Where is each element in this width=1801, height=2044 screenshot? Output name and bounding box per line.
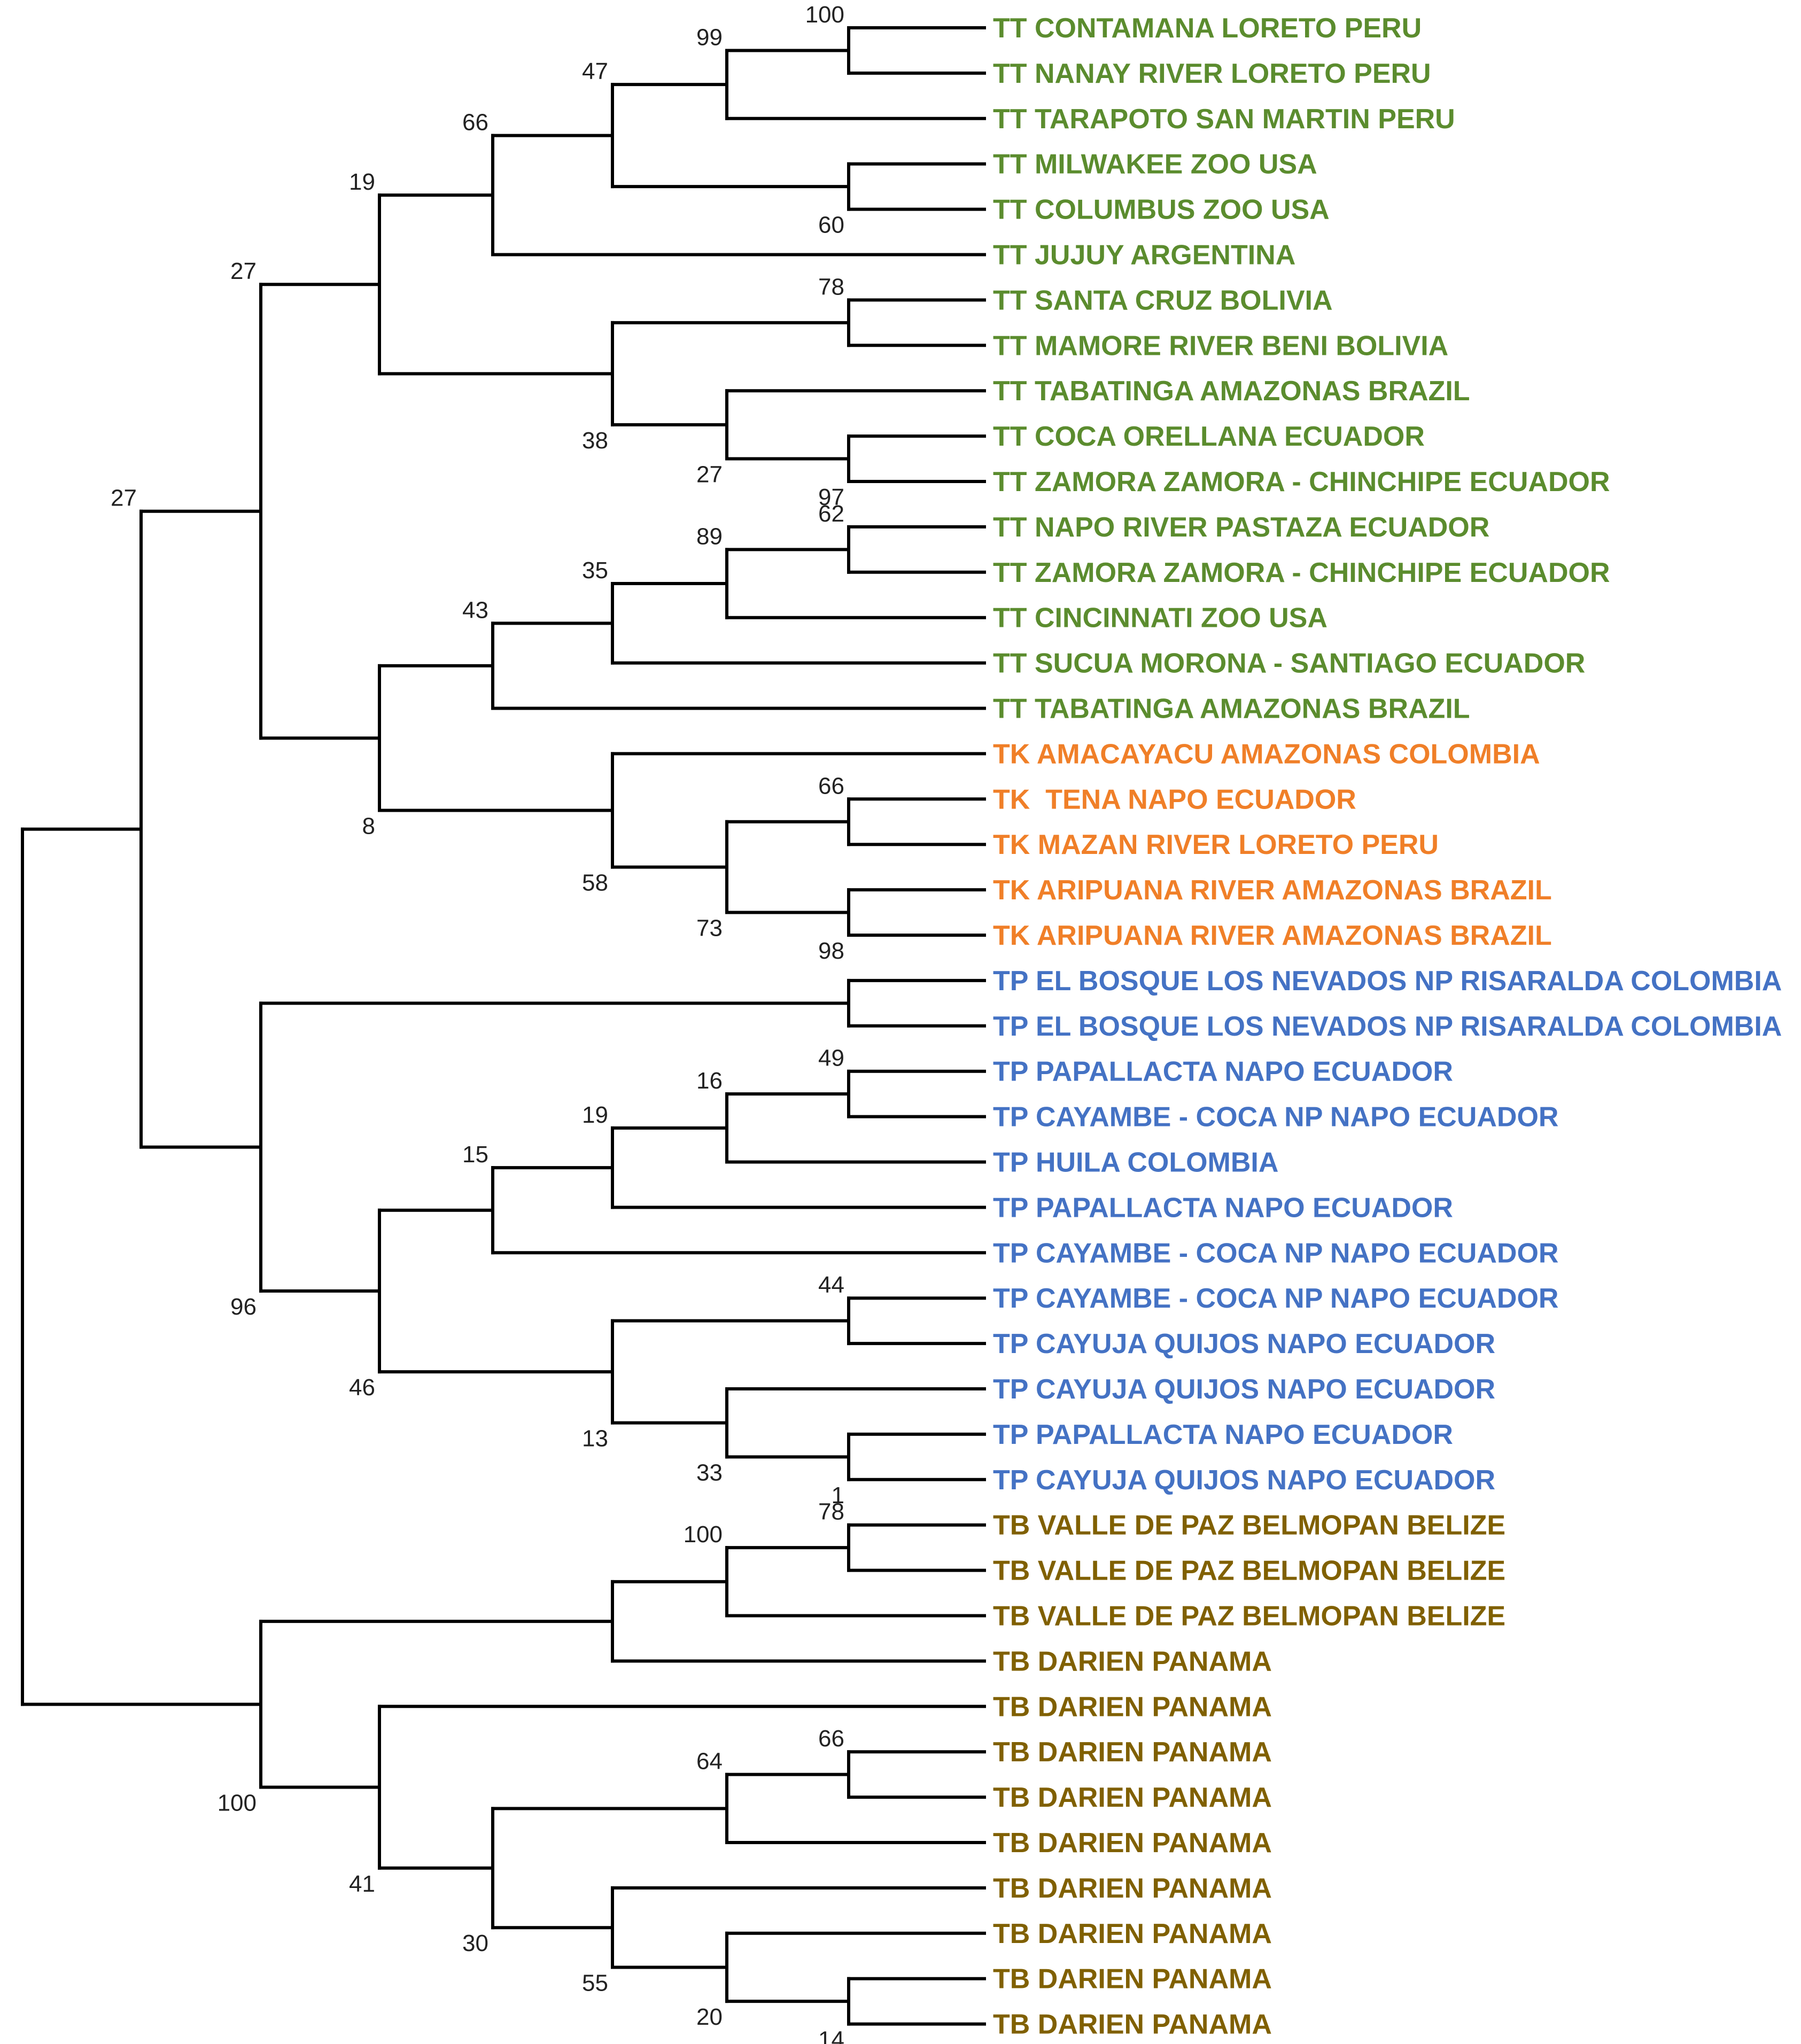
- taxon-label: TP CAYAMBE - COCA NP NAPO ECUADOR: [993, 1102, 1558, 1133]
- taxon-label: TB DARIEN PANAMA: [993, 1918, 1272, 1949]
- bootstrap-value: 27: [696, 462, 723, 488]
- bootstrap-values: 100 99 60 47 66 78 97 27 38 19 62 89 35 43 66 98 73 58 8 27…: [111, 2, 844, 2044]
- bootstrap-value: 44: [818, 1272, 844, 1298]
- bootstrap-value: 97: [818, 484, 844, 510]
- bootstrap-value: 100: [805, 2, 844, 28]
- taxon-label: TP CAYUJA QUIJOS NAPO ECUADOR: [993, 1465, 1495, 1496]
- taxon-label: TK MAZAN RIVER LORETO PERU: [993, 829, 1439, 860]
- taxon-label: TT SANTA CRUZ BOLIVIA: [993, 285, 1333, 316]
- bootstrap-value: 16: [696, 1068, 723, 1094]
- taxon-label: TT COCA ORELLANA ECUADOR: [993, 421, 1425, 452]
- bootstrap-value: 58: [582, 870, 608, 896]
- bootstrap-value: 41: [349, 1871, 375, 1897]
- taxon-label: TT NAPO RIVER PASTAZA ECUADOR: [993, 512, 1489, 543]
- tree-branches: [21, 26, 986, 2026]
- taxon-label: TB DARIEN PANAMA: [993, 1737, 1272, 1768]
- bootstrap-value: 49: [818, 1045, 844, 1071]
- bootstrap-value: 27: [230, 258, 257, 284]
- taxon-label: TP HUILA COLOMBIA: [993, 1147, 1278, 1178]
- bootstrap-value: 15: [462, 1141, 488, 1168]
- bootstrap-value: 19: [349, 169, 375, 195]
- bootstrap-value: 19: [582, 1102, 608, 1128]
- taxon-label: TK ARIPUANA RIVER AMAZONAS BRAZIL: [993, 920, 1552, 951]
- bootstrap-value: 27: [111, 485, 137, 511]
- taxon-label: TK AMACAYACU AMAZONAS COLOMBIA: [993, 739, 1540, 770]
- bootstrap-value: 30: [462, 1930, 488, 1956]
- taxon-label: TP PAPALLACTA NAPO ECUADOR: [993, 1192, 1453, 1223]
- bootstrap-value: 43: [462, 597, 488, 623]
- taxon-label: TT TABATINGA AMAZONAS BRAZIL: [993, 376, 1470, 407]
- taxon-label: TT MAMORE RIVER BENI BOLIVIA: [993, 330, 1448, 361]
- bootstrap-value: 66: [818, 1726, 844, 1752]
- taxon-label: TP CAYUJA QUIJOS NAPO ECUADOR: [993, 1374, 1495, 1405]
- bootstrap-value: 66: [818, 773, 844, 799]
- bootstrap-value: 1: [832, 1482, 844, 1509]
- bootstrap-value: 64: [696, 1748, 723, 1775]
- bootstrap-value: 8: [362, 813, 375, 840]
- taxon-label: TB DARIEN PANAMA: [993, 1782, 1272, 1813]
- bootstrap-value: 14: [818, 2027, 844, 2044]
- taxon-label: TT CINCINNATI ZOO USA: [993, 603, 1328, 634]
- taxon-label: TB DARIEN PANAMA: [993, 2009, 1272, 2040]
- taxon-labels: TT CONTAMANA LORETO PERU TT NANAY RIVER L…: [993, 13, 1782, 2040]
- taxon-label: TT COLUMBUS ZOO USA: [993, 195, 1330, 226]
- bootstrap-value: 78: [818, 274, 844, 300]
- taxon-label: TK ARIPUANA RIVER AMAZONAS BRAZIL: [993, 875, 1552, 906]
- taxon-label: TB VALLE DE PAZ BELMOPAN BELIZE: [993, 1556, 1505, 1587]
- taxon-label: TP EL BOSQUE LOS NEVADOS NP RISARALDA CO…: [993, 966, 1782, 997]
- bootstrap-value: 78: [818, 1499, 844, 1525]
- bootstrap-value: 33: [696, 1459, 723, 1486]
- taxon-label: TK TENA NAPO ECUADOR: [993, 784, 1356, 815]
- taxon-label: TP CAYAMBE - COCA NP NAPO ECUADOR: [993, 1238, 1558, 1269]
- taxon-label: TP CAYAMBE - COCA NP NAPO ECUADOR: [993, 1283, 1558, 1314]
- bootstrap-value: 13: [582, 1426, 608, 1452]
- taxon-label: TB DARIEN PANAMA: [993, 1873, 1272, 1904]
- bootstrap-value: 73: [696, 915, 723, 942]
- bootstrap-value: 100: [218, 1790, 257, 1816]
- taxon-label: TB DARIEN PANAMA: [993, 1828, 1272, 1859]
- bootstrap-value: 35: [582, 557, 608, 584]
- bootstrap-value: 89: [696, 523, 723, 549]
- taxon-label: TB VALLE DE PAZ BELMOPAN BELIZE: [993, 1601, 1505, 1632]
- bootstrap-value: 38: [582, 428, 608, 454]
- taxon-label: TB DARIEN PANAMA: [993, 1691, 1272, 1722]
- taxon-label: TP PAPALLACTA NAPO ECUADOR: [993, 1419, 1453, 1450]
- bootstrap-value: 20: [696, 2004, 723, 2030]
- taxon-label: TP EL BOSQUE LOS NEVADOS NP RISARALDA CO…: [993, 1011, 1782, 1042]
- bootstrap-value: 55: [582, 1970, 608, 1996]
- taxon-label: TB VALLE DE PAZ BELMOPAN BELIZE: [993, 1510, 1505, 1541]
- taxon-label: TT CONTAMANA LORETO PERU: [993, 13, 1422, 44]
- taxon-label: TP CAYUJA QUIJOS NAPO ECUADOR: [993, 1328, 1495, 1359]
- bootstrap-value: 62: [818, 501, 844, 527]
- bootstrap-value: 96: [230, 1294, 257, 1320]
- taxon-label: TT TABATINGA AMAZONAS BRAZIL: [993, 694, 1470, 725]
- bootstrap-value: 66: [462, 110, 488, 136]
- bootstrap-value: 100: [684, 1521, 723, 1548]
- taxon-label: TT NANAY RIVER LORETO PERU: [993, 58, 1431, 89]
- taxon-label: TT MILWAKEE ZOO USA: [993, 149, 1317, 180]
- taxon-label: TP PAPALLACTA NAPO ECUADOR: [993, 1056, 1453, 1087]
- taxon-label: TT SUCUA MORONA - SANTIAGO ECUADOR: [993, 648, 1585, 679]
- taxon-label: TT JUJUY ARGENTINA: [993, 240, 1295, 271]
- bootstrap-value: 47: [582, 58, 608, 84]
- taxon-label: TT ZAMORA ZAMORA - CHINCHIPE ECUADOR: [993, 467, 1610, 498]
- bootstrap-value: 60: [818, 212, 844, 238]
- taxon-label: TT TARAPOTO SAN MARTIN PERU: [993, 104, 1455, 135]
- bootstrap-value: 46: [349, 1374, 375, 1401]
- taxon-label: TB DARIEN PANAMA: [993, 1964, 1272, 1995]
- taxon-label: TT ZAMORA ZAMORA - CHINCHIPE ECUADOR: [993, 557, 1610, 588]
- bootstrap-value: 99: [696, 24, 723, 50]
- bootstrap-value: 98: [818, 938, 844, 964]
- taxon-label: TB DARIEN PANAMA: [993, 1646, 1272, 1677]
